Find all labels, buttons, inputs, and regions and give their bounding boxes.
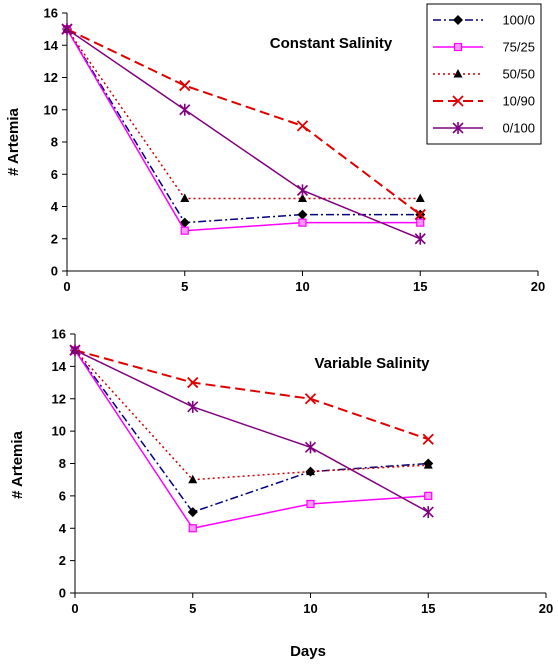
- chart2-x-tick-label: 10: [303, 601, 317, 616]
- legend-marker-50-50: [453, 69, 463, 78]
- chart2-point-0-100: [422, 506, 434, 519]
- chart1-series: [61, 23, 426, 245]
- chart2-series-line-75-25: [74, 349, 429, 530]
- chart2-point-50-50: [423, 460, 433, 469]
- legend-label-75-25: 75/25: [502, 40, 535, 55]
- chart1-x-tick-label: 15: [413, 279, 427, 294]
- chart2-y-tick-label: 10: [52, 424, 66, 439]
- chart1-series-line-75-25: [66, 28, 421, 232]
- chart2-point-75-25: [188, 524, 197, 533]
- chart2-point-10-90: [422, 433, 434, 445]
- chart2-point-10-90: [187, 376, 199, 389]
- chart1-x-tick-label: 20: [531, 279, 545, 294]
- chart1-axes: 0 2 4 6 8 10 12 14 16 0 5 10 15 20: [44, 6, 546, 295]
- chart1-y-tick-label: 0: [51, 264, 58, 279]
- chart1-series-line-0-100: [66, 28, 421, 240]
- chart1-point-10-90: [179, 79, 191, 92]
- legend-label-10-90: 10/90: [502, 94, 535, 109]
- legend-box: [426, 3, 542, 145]
- chart1-legend: 100/0 75/25 50/50 10/90 0/100: [426, 3, 542, 145]
- chart2-point-10-90: [304, 393, 317, 405]
- chart2-x-tick-label: 20: [539, 601, 553, 616]
- chart1-x-tick-label: 5: [181, 279, 188, 294]
- chart1-point-10-90: [414, 208, 426, 221]
- chart2-series-line-100-0: [74, 349, 429, 513]
- chart1-series-line-100-0: [66, 28, 421, 224]
- variable-salinity-chart: # Artemia Variable Salinity Days 0 2 4 6 8 10…: [9, 327, 553, 661]
- chart2-point-0-100: [69, 344, 81, 357]
- chart2-point-0-100: [187, 400, 199, 413]
- chart1-point-75-25: [298, 218, 307, 227]
- chart1-y-tick-label: 14: [44, 38, 59, 53]
- chart1-point-0-100: [179, 103, 191, 116]
- chart2-point-100-0: [187, 507, 198, 518]
- chart1-y-axis-label: # Artemia: [5, 107, 22, 175]
- chart2-point-75-25: [306, 499, 315, 509]
- chart1-y-tick-label: 12: [44, 70, 58, 85]
- chart2-y-tick-label: 14: [52, 359, 67, 374]
- chart1-series-line-50-50: [66, 28, 421, 200]
- chart1-point-0-100: [296, 184, 309, 197]
- legend-marker-10-90: [452, 95, 464, 107]
- constant-salinity-chart: # Artemia Constant Salinity 0 2 4 6 8 10 12 14 1…: [5, 3, 546, 295]
- chart1-y-tick-label: 2: [51, 231, 58, 246]
- chart2-y-tick-label: 4: [59, 521, 67, 536]
- chart2-x-tick-label: 15: [421, 601, 435, 616]
- chart2-y-tick-label: 8: [59, 456, 66, 471]
- chart1-y-tick-label: 10: [44, 102, 58, 117]
- legend-marker-75-25: [453, 42, 463, 52]
- chart2-series-line-10-90: [74, 349, 429, 441]
- chart1-series-line-10-90: [66, 28, 421, 216]
- legend-label-0-100: 0/100: [502, 121, 535, 136]
- chart2-y-axis-label: # Artemia: [9, 430, 26, 498]
- chart2-point-50-50: [306, 466, 315, 476]
- chart1-y-tick-label: 16: [44, 6, 58, 21]
- chart1-point-50-50: [298, 193, 307, 202]
- chart1-y-tick-label: 4: [51, 199, 59, 214]
- chart1-point-50-50: [180, 193, 190, 202]
- chart1-point-10-90: [296, 120, 309, 132]
- chart2-title: Variable Salinity: [314, 355, 430, 372]
- chart2-y-tick-label: 16: [52, 327, 66, 342]
- chart1-y-tick-label: 6: [51, 167, 58, 182]
- chart1-point-0-100: [414, 232, 426, 245]
- chart1-point-0-100: [61, 23, 73, 36]
- legend-marker-100-0: [453, 15, 463, 25]
- chart1-point-50-50: [415, 193, 425, 202]
- chart2-y-tick-label: 2: [59, 553, 66, 568]
- legend-marker-0-100: [452, 122, 464, 134]
- chart2-point-50-50: [188, 474, 198, 484]
- chart2-x-axis-label: Days: [290, 643, 326, 660]
- chart1-point-75-25: [416, 218, 425, 227]
- chart2-point-0-100: [304, 441, 317, 454]
- chart1-title: Constant Salinity: [270, 35, 393, 52]
- legend-label-100-0: 100/0: [502, 13, 535, 28]
- chart2-x-tick-label: 0: [71, 601, 78, 616]
- chart2-y-tick-label: 12: [52, 391, 66, 406]
- chart1-x-tick-label: 0: [63, 279, 70, 294]
- chart1-x-tick-label: 10: [295, 279, 309, 294]
- chart2-y-tick-label: 6: [59, 488, 66, 503]
- chart2-series: [69, 344, 434, 533]
- chart2-y-tick-label: 0: [59, 586, 66, 601]
- chart2-axes: 0 2 4 6 8 10 12 14 16 0 5 10 15 20: [52, 327, 554, 617]
- legend-label-50-50: 50/50: [502, 67, 535, 82]
- chart2-point-75-25: [424, 491, 433, 500]
- chart1-point-100-0: [297, 209, 308, 220]
- chart2-series-line-0-100: [74, 349, 429, 513]
- chart1-y-tick-label: 8: [51, 135, 58, 150]
- chart1-point-75-25: [180, 226, 189, 235]
- chart2-x-tick-label: 5: [189, 601, 196, 616]
